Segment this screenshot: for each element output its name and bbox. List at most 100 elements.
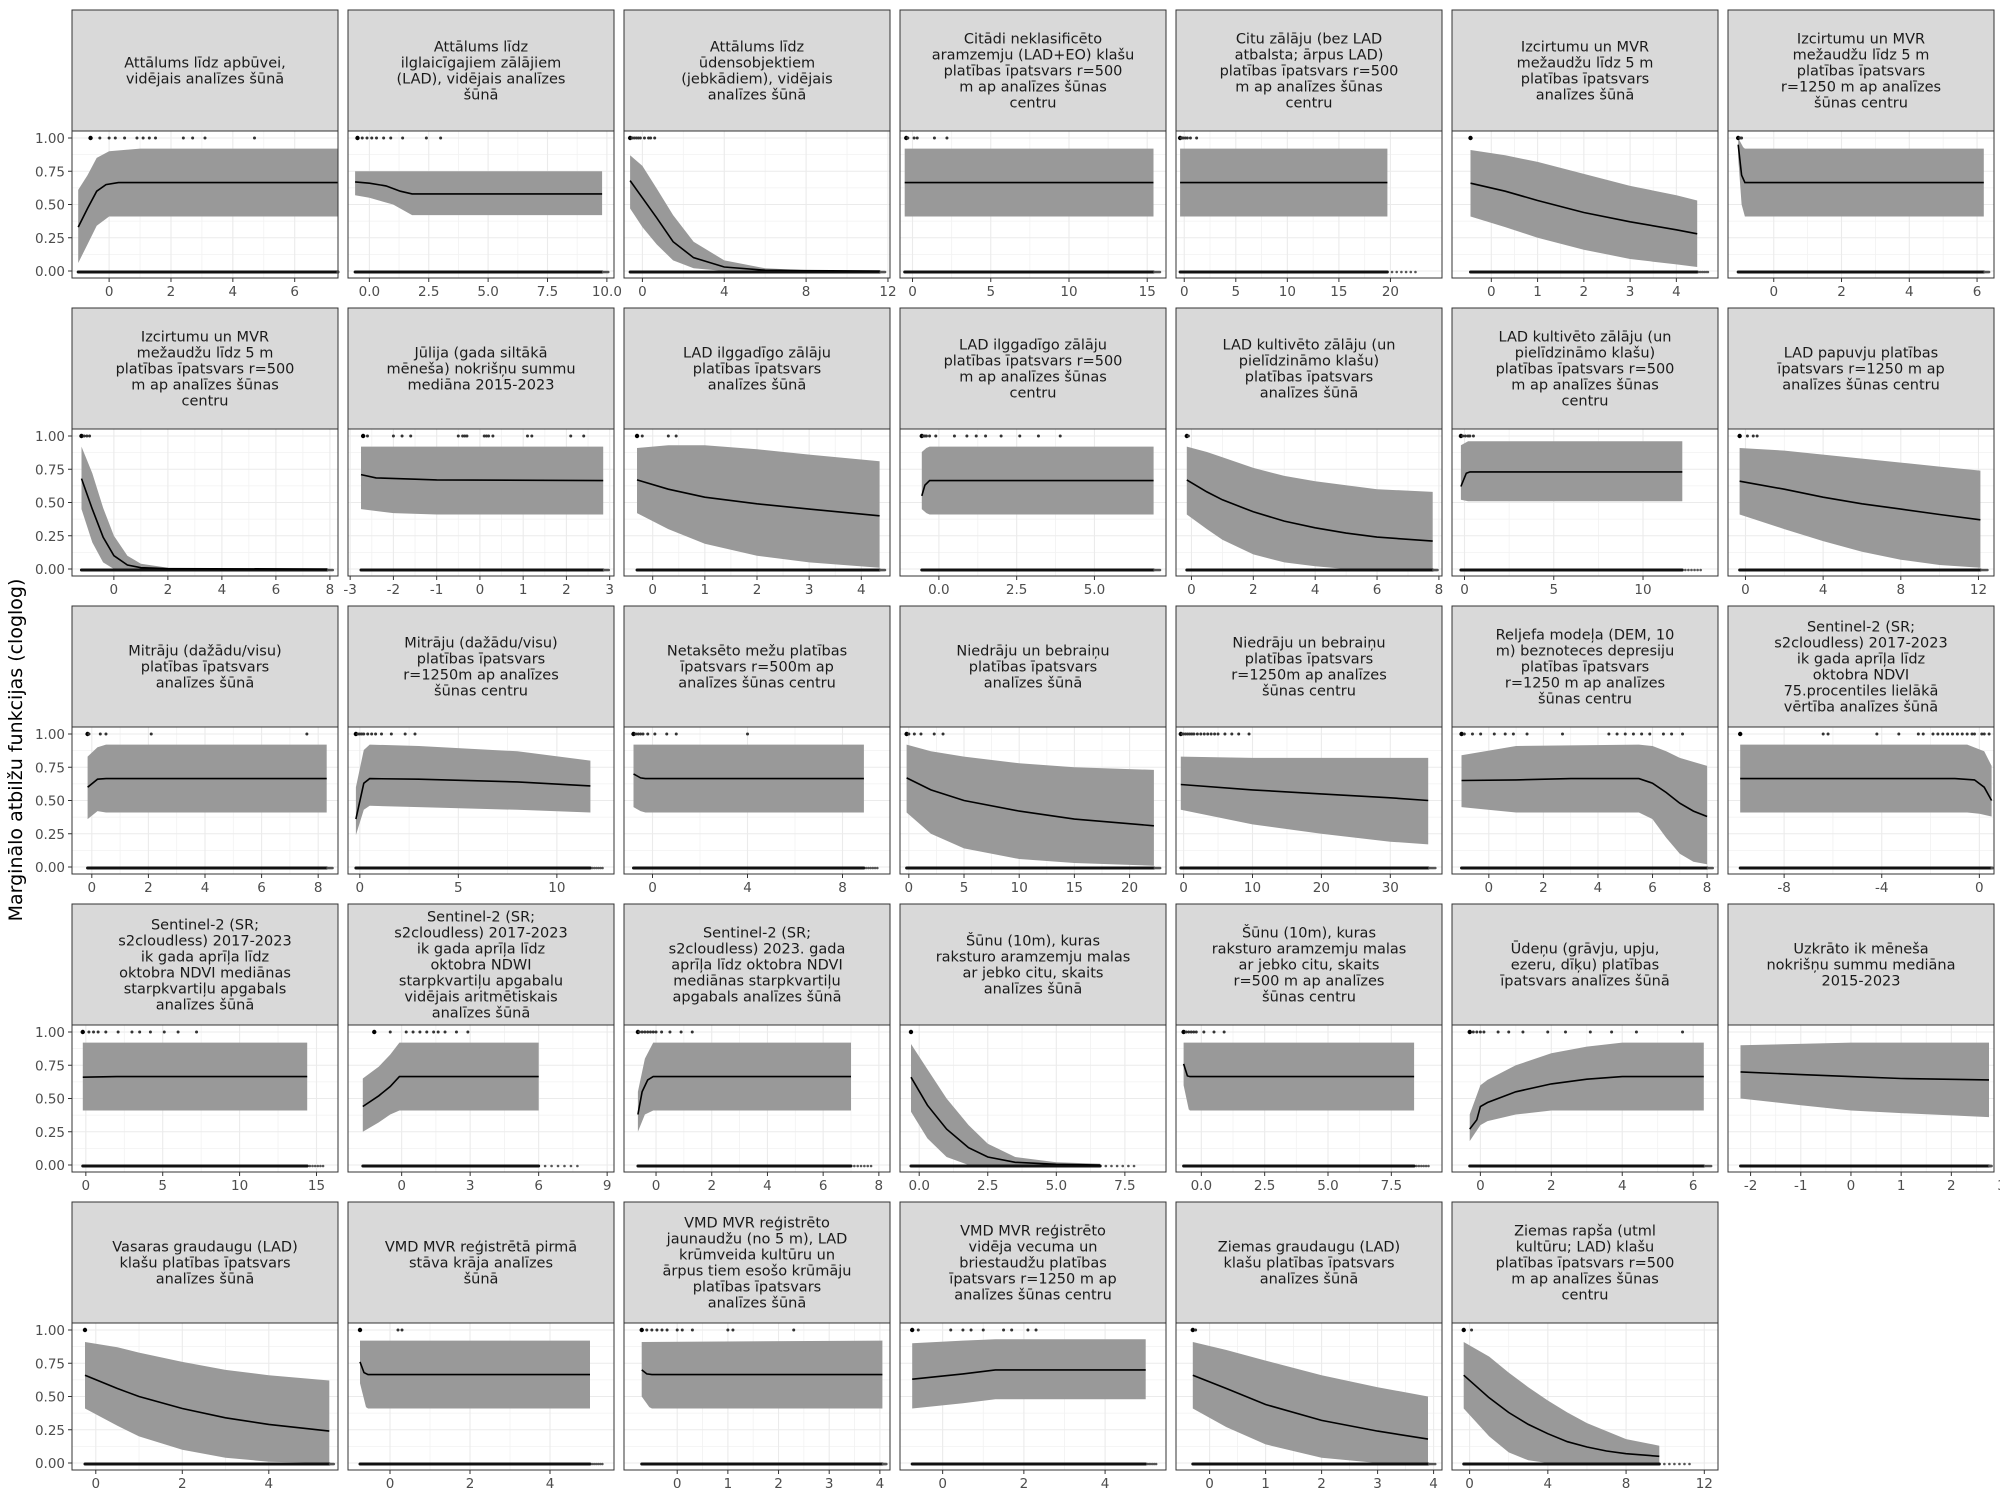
panel-border: [347, 130, 615, 279]
y-tick-label: 0.50: [35, 794, 65, 810]
facet-title: Izcirtumu un MVR: [1797, 32, 1925, 48]
absence-point: [869, 866, 872, 870]
facet-title: jaunaudžu (no 5 m), LAD: [666, 1232, 848, 1248]
presence-point: [952, 434, 956, 438]
presence-point: [147, 136, 151, 140]
presence-point: [1751, 434, 1755, 438]
y-tick-label: 0.25: [35, 529, 65, 545]
facet-title: LAD ilggadīgo zālāju: [959, 338, 1107, 354]
facet-title: platības īpatsvars: [693, 1280, 821, 1296]
facet-title: centru: [1562, 1288, 1609, 1304]
response-curve: [360, 473, 604, 482]
facet-title: Niedrāju un bebraiņu: [1232, 636, 1385, 652]
presence-points: [88, 135, 256, 141]
presence-point: [1946, 732, 1950, 736]
facet-strip: [623, 307, 891, 430]
presence-points: [1184, 433, 1190, 439]
facet-title: s2cloudless) 2023. gada: [669, 942, 846, 958]
presence-point: [641, 732, 645, 736]
presence-point: [916, 1328, 920, 1332]
absence-points: [920, 568, 1162, 572]
facet-title: (LAD), vidējais analīzes: [397, 72, 566, 88]
x-tick-label: 10: [1634, 582, 1651, 598]
presence-points: [1459, 731, 1685, 737]
presence-point: [1936, 732, 1940, 736]
facet-title: aramzemju (LAD+EO) klašu: [932, 48, 1135, 64]
absence-points: [353, 270, 610, 274]
x-tick-label: 7.5: [1114, 1178, 1135, 1194]
facet-title: s2cloudless) 2017-2023: [118, 934, 291, 950]
presence-point: [436, 1030, 440, 1034]
absence-point: [606, 270, 610, 274]
x-tick-label: 1: [519, 582, 528, 598]
x-tick-label: 0: [386, 1476, 395, 1492]
facet-title: r=500 m ap analīzes: [1234, 974, 1385, 990]
facet-title: analīzes šūnas centru: [954, 1288, 1112, 1304]
facet-strip: [1451, 903, 1719, 1026]
x-tick-label: 5.0: [1317, 1178, 1338, 1194]
facet-title: ilglaicīgajiem zālājiem: [401, 56, 562, 72]
x-tick-label: 1: [701, 582, 710, 598]
absence-points: [76, 270, 340, 274]
absence-point: [1699, 568, 1702, 572]
facet-strip: [1727, 9, 1995, 132]
x-tick-label: 8: [1435, 582, 1444, 598]
facet-title: analīzes šūnā: [708, 1296, 807, 1312]
x-tick-label: 4: [264, 1476, 273, 1492]
presence-point: [1468, 434, 1472, 438]
presence-points: [353, 731, 417, 737]
presence-point: [123, 136, 127, 140]
panel-border: [1727, 130, 1995, 279]
facet-title: LAD papuvju platības: [1784, 346, 1938, 362]
absence-point: [1678, 1462, 1681, 1466]
absence-point: [1688, 1462, 1691, 1466]
facet-title: šūnas centru: [1262, 684, 1356, 700]
absence-points: [1738, 866, 1995, 870]
absence-points: [632, 866, 879, 870]
presence-point: [949, 1328, 953, 1332]
facet-title: ārpus tiem esošo krūmāju: [663, 1264, 852, 1280]
facet-title: analīzes šūnā: [708, 88, 807, 104]
facet-title: Citu zālāju (bez LAD: [1236, 32, 1382, 48]
presence-point: [1461, 434, 1465, 438]
facet-title: 75.procentiles lielākā: [1784, 684, 1939, 700]
presence-points: [1468, 135, 1473, 141]
presence-point: [639, 732, 643, 736]
presence-point: [934, 434, 938, 438]
absence-point: [885, 1462, 888, 1466]
absence-point: [556, 1164, 560, 1168]
y-tick-label: 0.25: [35, 827, 65, 843]
absence-point: [856, 1164, 859, 1168]
presence-point: [1467, 1029, 1472, 1035]
x-tick-label: 4: [1594, 880, 1603, 896]
absence-point: [311, 1164, 314, 1168]
presence-point: [675, 1328, 679, 1332]
presence-point: [382, 136, 386, 140]
presence-point: [525, 434, 529, 438]
presence-point: [413, 732, 417, 736]
facet-strip: [1451, 307, 1719, 430]
facet-title: analīzes šūnā: [984, 676, 1083, 692]
presence-point: [932, 136, 936, 140]
presence-point: [104, 732, 108, 736]
presence-point: [653, 732, 657, 736]
presence-point: [1184, 732, 1188, 736]
response-curve: [921, 479, 1154, 497]
x-tick-label: 0: [1179, 880, 1188, 896]
facet-title: apgabals analīzes šūnā: [673, 990, 842, 1006]
absence-point: [1127, 1164, 1130, 1168]
x-tick-label: 5.0: [477, 284, 498, 300]
y-tick-label: 0.75: [35, 1058, 65, 1074]
presence-point: [648, 1030, 652, 1034]
presence-point: [679, 1030, 683, 1034]
presence-points: [1737, 433, 1759, 439]
presence-point: [1648, 732, 1652, 736]
presence-point: [912, 732, 916, 736]
x-tick-label: 2: [1317, 1476, 1326, 1492]
facet-panel: Mitrāju (dažādu/visu)platības īpatsvarsr…: [347, 605, 615, 896]
presence-point: [1182, 732, 1186, 736]
presence-point: [491, 434, 495, 438]
facet-title: mediāna 2015-2023: [408, 378, 555, 394]
